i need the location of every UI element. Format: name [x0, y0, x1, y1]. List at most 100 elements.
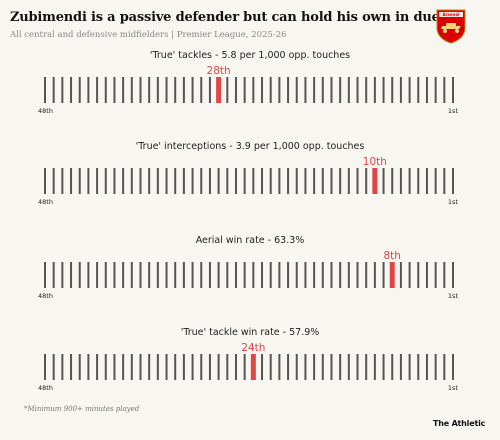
rank-tick — [278, 168, 281, 194]
rank-tick — [399, 168, 402, 194]
rank-tick — [191, 168, 194, 194]
rank-tick — [113, 77, 116, 103]
rank-tick — [443, 77, 446, 103]
rank-tick — [347, 168, 350, 194]
rank-tick — [452, 168, 454, 194]
rank-tick — [165, 77, 168, 103]
rank-tick — [452, 354, 454, 380]
axis-label-left: 48th — [38, 384, 53, 392]
rank-tick — [304, 168, 307, 194]
axis-label-right: 1st — [448, 107, 459, 115]
rank-tick — [408, 77, 411, 103]
rank-tick — [434, 77, 437, 103]
rank-tick — [104, 354, 107, 380]
rank-tick — [139, 354, 142, 380]
rank-tick — [261, 168, 264, 194]
highlighted-rank-tick — [250, 354, 256, 380]
rank-tick — [399, 354, 402, 380]
rank-tick — [408, 168, 411, 194]
rank-tick — [139, 262, 142, 288]
axis-label-left: 48th — [38, 198, 53, 206]
arsenal-crest-icon: Arsenal — [436, 9, 466, 44]
rank-tick — [122, 168, 125, 194]
rank-tick — [148, 262, 151, 288]
rank-tick — [61, 77, 64, 103]
rank-tick — [313, 262, 316, 288]
rank-tick — [200, 354, 203, 380]
rank-tick — [78, 77, 81, 103]
rank-tick — [156, 262, 159, 288]
chart-subtitle: All central and defensive midfielders | … — [10, 30, 287, 40]
rank-tick — [148, 354, 151, 380]
strip-title: 'True' tackles - 5.8 per 1,000 opp. touc… — [150, 50, 350, 61]
rank-tick — [52, 77, 55, 103]
rank-tick — [78, 168, 81, 194]
rank-tick — [217, 354, 220, 380]
rank-tick — [78, 262, 81, 288]
rank-tick — [52, 262, 55, 288]
rank-tick — [113, 354, 116, 380]
rank-tick — [217, 262, 220, 288]
rank-tick — [339, 262, 342, 288]
rank-tick — [234, 262, 237, 288]
rank-tick — [113, 168, 116, 194]
rank-tick — [261, 77, 264, 103]
rank-tick — [234, 77, 237, 103]
strip-title: 'True' tackle win rate - 57.9% — [181, 327, 320, 338]
rank-tick — [347, 354, 350, 380]
rank-tick — [174, 168, 177, 194]
rank-tick — [174, 354, 177, 380]
rank-tick — [434, 354, 437, 380]
rank-tick — [313, 168, 316, 194]
rank-tick — [382, 262, 385, 288]
rank-tick — [443, 168, 446, 194]
rank-tick — [226, 77, 229, 103]
strip-title: 'True' interceptions - 3.9 per 1,000 opp… — [136, 141, 365, 152]
rank-tick — [278, 77, 281, 103]
rank-tick — [330, 168, 333, 194]
rank-tick — [148, 168, 151, 194]
rank-tick — [130, 262, 133, 288]
rank-tick — [208, 168, 211, 194]
rank-tick — [391, 354, 394, 380]
rank-tick — [174, 77, 177, 103]
rank-tick — [417, 262, 420, 288]
rank-tick — [122, 262, 125, 288]
rank-tick — [96, 262, 99, 288]
axis-label-right: 1st — [448, 292, 459, 300]
rank-tick — [44, 354, 46, 380]
rank-tick — [373, 77, 376, 103]
rank-tick — [304, 77, 307, 103]
rank-tick — [130, 168, 133, 194]
rank-tick — [425, 354, 428, 380]
rank-tick — [234, 168, 237, 194]
rank-tick — [182, 77, 185, 103]
rank-tick — [425, 77, 428, 103]
rank-tick — [226, 168, 229, 194]
rank-tick — [182, 262, 185, 288]
rank-tick — [104, 168, 107, 194]
rank-tick — [434, 168, 437, 194]
rank-tick — [165, 262, 168, 288]
rank-tick — [208, 262, 211, 288]
rank-strip-4: 'True' tackle win rate - 57.9% 24th 48th 1s… — [38, 327, 458, 392]
rank-tick — [391, 77, 394, 103]
rank-tick — [330, 77, 333, 103]
rank-tick — [339, 168, 342, 194]
rank-tick — [87, 77, 90, 103]
rank-tick — [130, 354, 133, 380]
the-athletic-logo: The Athletic — [433, 419, 486, 428]
rank-tick — [408, 354, 411, 380]
rank-tick — [269, 262, 272, 288]
rank-tick — [373, 262, 376, 288]
rank-tick — [70, 168, 73, 194]
rank-tick — [356, 168, 359, 194]
rank-tick — [261, 354, 264, 380]
rank-tick — [87, 354, 90, 380]
rank-tick — [182, 168, 185, 194]
rank-tick — [122, 354, 125, 380]
rank-tick — [87, 262, 90, 288]
rank-tick — [382, 168, 385, 194]
